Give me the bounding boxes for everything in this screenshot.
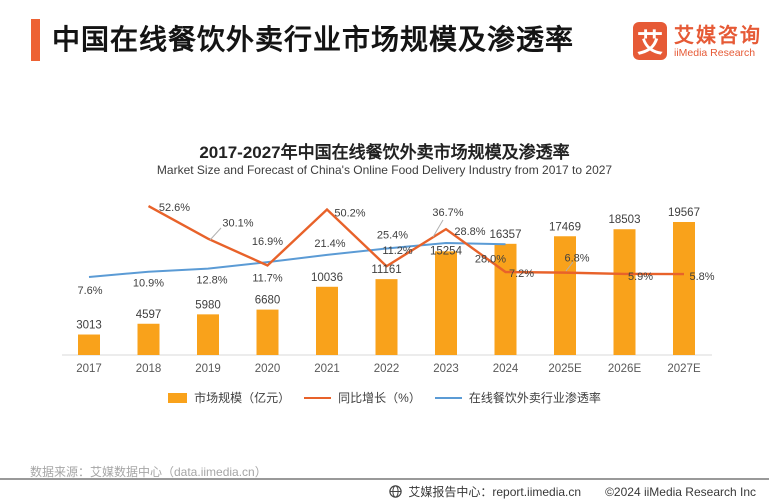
x-axis-label: 2023 — [433, 363, 459, 375]
penetration-line — [88, 242, 506, 279]
bar-value-label: 5980 — [195, 299, 221, 311]
bar-2023 — [435, 251, 457, 355]
x-axis-label: 2020 — [255, 363, 281, 375]
brand-name-cn: 艾媒咨询 — [674, 25, 762, 47]
growth-line — [147, 204, 685, 276]
x-axis-label: 2018 — [136, 363, 162, 375]
logo-mark-icon: 艾 — [633, 22, 667, 60]
label-callout — [565, 261, 574, 272]
legend-item-growth: 同比增长（%） — [304, 389, 421, 406]
penetration-label: 28.8% — [454, 226, 485, 238]
bar-2027E — [673, 222, 695, 355]
x-axis-label: 2025E — [548, 363, 582, 375]
legend-item-penetration: 在线餐饮外卖行业渗透率 — [434, 389, 601, 406]
x-axis-label: 2027E — [667, 363, 701, 375]
chart-title: 2017-2027年中国在线餐饮外卖市场规模及渗透率 — [199, 143, 570, 162]
growth-label: 7.2% — [509, 268, 534, 280]
footer-divider — [0, 478, 769, 480]
penetration-label: 16.9% — [252, 236, 283, 248]
brand-name-en: iiMedia Research — [674, 47, 756, 59]
penetration-label: 25.4% — [377, 229, 408, 241]
bar-value-label: 4597 — [136, 309, 162, 321]
penetration-label: 28.0% — [475, 253, 506, 265]
growth-label: 6.8% — [564, 253, 589, 265]
bar-2021 — [316, 286, 338, 355]
bar-2020 — [256, 309, 279, 355]
growth-label: 11.2% — [382, 245, 413, 257]
growth-label: 52.6% — [159, 202, 190, 214]
x-axis-label: 2019 — [195, 363, 221, 375]
chart-legend: 市场规模（亿元） 同比增长（%） 在线餐饮外卖行业渗透率 — [0, 389, 769, 406]
bar-value-label: 16357 — [490, 229, 522, 241]
growth-label: 11.7% — [252, 272, 283, 284]
bar-2026E — [613, 229, 636, 355]
brand-logo: 艾 艾媒咨询 iiMedia Research — [633, 22, 762, 60]
growth-label: 5.8% — [689, 271, 714, 283]
chart-subtitle: Market Size and Forecast of China's Onli… — [156, 163, 613, 177]
penetration-label: 10.9% — [133, 278, 164, 290]
growth-label: 5.9% — [628, 271, 653, 283]
label-callout — [432, 219, 444, 238]
blue-line-swatch-icon — [434, 396, 462, 399]
penetration-label: 12.8% — [196, 275, 227, 287]
legend-label: 在线餐饮外卖行业渗透率 — [468, 391, 601, 405]
x-axis-label: 2021 — [314, 363, 340, 375]
bar-value-label: 11161 — [371, 264, 401, 276]
bar-value-label: 17469 — [549, 221, 581, 233]
bar-value-label: 18503 — [609, 214, 641, 226]
title-accent-bar — [31, 19, 40, 61]
penetration-label: 7.6% — [77, 285, 102, 297]
label-callout — [209, 227, 222, 241]
legend-item-market-size: 市场规模（亿元） — [168, 389, 290, 406]
x-axis-label: 2024 — [493, 363, 519, 375]
source-note: 数据来源：艾媒数据中心（data.iimedia.cn） — [30, 465, 267, 479]
bar-2018 — [137, 323, 160, 355]
bar-value-label: 10036 — [311, 272, 343, 284]
growth-label: 50.2% — [334, 208, 365, 220]
copyright-text: ©2024 iiMedia Research Inc — [605, 484, 756, 499]
bar-2019 — [197, 314, 219, 355]
bar-value-label: 6680 — [255, 295, 281, 307]
bar-2022 — [375, 279, 398, 355]
x-axis-label: 2017 — [76, 363, 102, 375]
growth-label: 36.7% — [432, 207, 463, 219]
footer: 艾媒报告中心：report.iimedia.cn ©2024 iiMedia R… — [389, 483, 756, 500]
bar-swatch-icon — [168, 392, 188, 403]
penetration-label: 21.4% — [314, 238, 345, 250]
x-axis-label: 2022 — [374, 363, 400, 375]
legend-label: 市场规模（亿元） — [194, 391, 291, 405]
legend-label: 同比增长（%） — [338, 391, 421, 405]
bar-2017 — [78, 334, 100, 355]
market-size-chart: 3013 4597 5980 6680 10036 11161 15254 16357 1746… — [62, 202, 715, 375]
bar-value-label: 3013 — [76, 320, 102, 332]
bar-value-label: 19567 — [668, 207, 700, 219]
orange-line-swatch-icon — [304, 396, 332, 399]
globe-icon — [389, 485, 403, 498]
x-axis-label: 2026E — [608, 363, 642, 375]
bar-value-label: 15254 — [430, 245, 463, 257]
page-title: 中国在线餐饮外卖行业市场规模及渗透率 — [52, 24, 575, 55]
report-center-text: 艾媒报告中心：report.iimedia.cn — [408, 485, 582, 499]
growth-label: 30.1% — [222, 218, 253, 230]
